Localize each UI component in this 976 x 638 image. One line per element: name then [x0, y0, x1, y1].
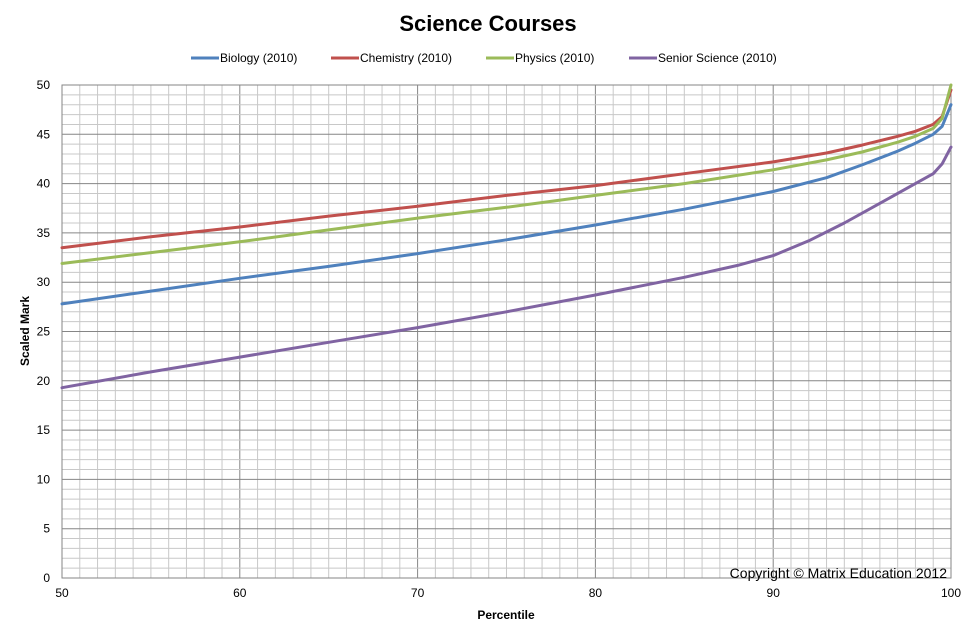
plot-area-border: [61, 84, 952, 579]
y-tick-label: 15: [37, 423, 51, 437]
x-tick-label: 70: [411, 586, 425, 600]
y-tick-label: 45: [37, 127, 51, 141]
gridlines: [62, 85, 951, 578]
y-tick-label: 0: [43, 571, 50, 585]
legend-label-biology-2010: Biology (2010): [220, 51, 297, 65]
y-axis-label: Scaled Mark: [18, 296, 32, 366]
x-tick-label: 60: [233, 586, 247, 600]
series-lines: [60, 83, 953, 390]
y-tick-label: 40: [37, 177, 51, 191]
y-tick-label: 10: [37, 472, 51, 486]
series-line-senior-science-2010: [60, 145, 953, 390]
copyright-annotation: Copyright © Matrix Education 2012: [730, 565, 948, 581]
y-tick-label: 5: [43, 522, 50, 536]
legend-label-senior-science-2010: Senior Science (2010): [658, 51, 777, 65]
x-tick-label: 90: [767, 586, 781, 600]
x-tick-label: 50: [55, 586, 69, 600]
x-tick-label: 80: [589, 586, 603, 600]
y-tick-label: 30: [37, 275, 51, 289]
series-line-biology-2010: [60, 103, 953, 306]
x-tick-label: 100: [941, 586, 961, 600]
series-line-physics-2010: [60, 83, 953, 265]
y-tick-label: 50: [37, 78, 51, 92]
legend: Biology (2010) Chemistry (2010) Physics (2…: [191, 51, 777, 65]
chart-title: Science Courses: [399, 11, 576, 36]
y-tick-label: 25: [37, 325, 51, 339]
y-tick-label: 35: [37, 226, 51, 240]
y-tick-label: 20: [37, 374, 51, 388]
x-axis-label: Percentile: [477, 608, 535, 622]
legend-label-chemistry-2010: Chemistry (2010): [360, 51, 452, 65]
x-tick-labels: 50 60 70 80 90 100: [55, 586, 961, 600]
y-tick-labels: 0 5 10 15 20 25 30 35 40 45 50: [37, 78, 51, 585]
series-line-chemistry-2010: [60, 88, 953, 250]
legend-label-physics-2010: Physics (2010): [515, 51, 594, 65]
